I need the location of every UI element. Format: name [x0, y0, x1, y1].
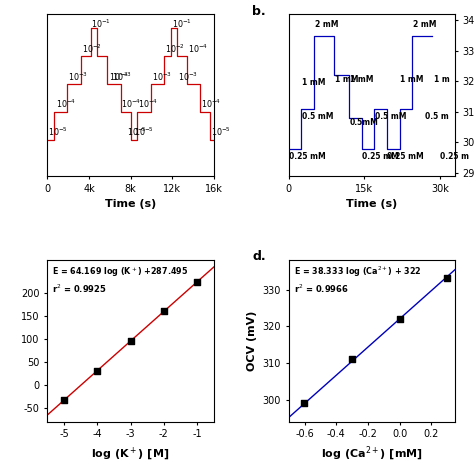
Text: $10^{-2}$: $10^{-2}$: [82, 42, 102, 55]
Text: $10^{-4}$: $10^{-4}$: [138, 98, 159, 110]
Text: r$^2$ = 0.9966: r$^2$ = 0.9966: [294, 283, 348, 295]
X-axis label: Time (s): Time (s): [105, 199, 156, 209]
Text: 1 mM: 1 mM: [302, 79, 326, 88]
Text: r$^2$ = 0.9925: r$^2$ = 0.9925: [53, 283, 107, 295]
Text: 0.25 mM: 0.25 mM: [289, 152, 326, 161]
X-axis label: log (Ca$^{2+}$) [mM]: log (Ca$^{2+}$) [mM]: [321, 445, 423, 463]
X-axis label: Time (s): Time (s): [346, 199, 398, 209]
Text: $10^{-1}$: $10^{-1}$: [91, 18, 111, 30]
Text: $10^{-3}$: $10^{-3}$: [68, 70, 88, 82]
Text: $10^{-5}$: $10^{-5}$: [48, 126, 68, 138]
Text: $10^{-4}$: $10^{-4}$: [56, 98, 76, 110]
Point: [160, 308, 168, 315]
Text: $10^{-4}$: $10^{-4}$: [188, 42, 209, 55]
Text: 0.5 mM: 0.5 mM: [302, 112, 333, 121]
Point: [301, 400, 308, 407]
Point: [127, 337, 135, 345]
Text: 1 mM: 1 mM: [335, 75, 358, 84]
Text: 1 mM: 1 mM: [350, 75, 373, 84]
Point: [60, 396, 68, 404]
Text: $10^{-5}$: $10^{-5}$: [134, 126, 154, 138]
Text: 0.25 mM: 0.25 mM: [362, 152, 399, 161]
Text: 1 mM: 1 mM: [400, 75, 424, 84]
Text: E = 38.333 log (Ca$^{2+}$) + 322: E = 38.333 log (Ca$^{2+}$) + 322: [294, 265, 421, 279]
Text: 2 mM: 2 mM: [413, 20, 436, 29]
Text: 1 m: 1 m: [434, 75, 450, 84]
Text: $10^{-1}$: $10^{-1}$: [172, 18, 192, 30]
Text: $10^{-5}$: $10^{-5}$: [128, 126, 147, 138]
Text: E = 64.169 log (K$^+$) +287.495: E = 64.169 log (K$^+$) +287.495: [53, 265, 189, 279]
Text: d.: d.: [252, 250, 265, 264]
Text: $10^{-4}$: $10^{-4}$: [121, 98, 141, 110]
Point: [348, 356, 356, 363]
Text: 0.25 m: 0.25 m: [440, 152, 469, 161]
Text: b.: b.: [252, 5, 265, 18]
Text: $10^{-3}$: $10^{-3}$: [178, 70, 199, 82]
Text: 0.5 mM: 0.5 mM: [375, 112, 406, 121]
Text: $10^{-5}$: $10^{-5}$: [210, 126, 231, 138]
Text: $10^{-3}$: $10^{-3}$: [152, 70, 172, 82]
X-axis label: log (K$^+$) [M]: log (K$^+$) [M]: [91, 445, 170, 462]
Text: $10^{-4}$: $10^{-4}$: [201, 98, 221, 110]
Text: 0.5 m: 0.5 m: [425, 112, 448, 121]
Point: [396, 315, 403, 323]
Point: [193, 278, 201, 286]
Text: 2 mM: 2 mM: [315, 20, 338, 29]
Text: 0.5mM: 0.5mM: [350, 118, 379, 127]
Point: [444, 275, 451, 283]
Text: $10^{-3}$: $10^{-3}$: [109, 70, 129, 82]
Point: [93, 367, 101, 374]
Text: $10^{-2}$: $10^{-2}$: [165, 42, 185, 55]
Text: $10^{-3}$: $10^{-3}$: [112, 70, 132, 82]
Y-axis label: OCV (mV): OCV (mV): [247, 311, 257, 371]
Text: 0.25 mM: 0.25 mM: [387, 152, 424, 161]
